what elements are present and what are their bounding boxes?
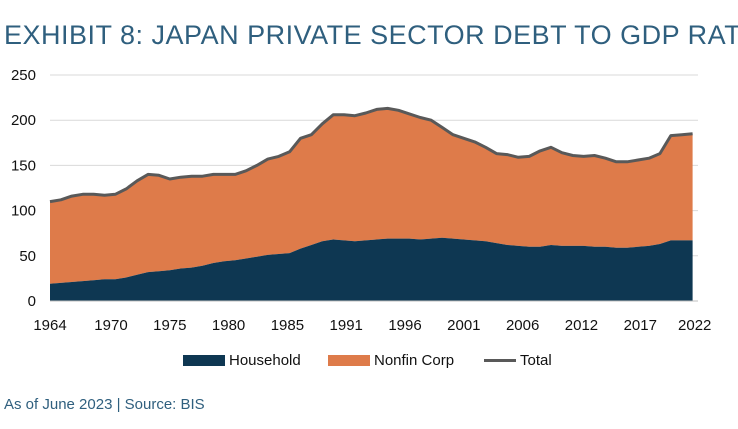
source-note: As of June 2023 | Source: BIS <box>4 396 205 413</box>
area-nonfin-corp <box>50 108 693 284</box>
chart-title: EXHIBIT 8: JAPAN PRIVATE SECTOR DEBT TO … <box>4 20 738 50</box>
y-tick-label-250: 250 <box>11 67 36 84</box>
stacked-areas <box>49 106 693 301</box>
x-tick-label-1975: 1975 <box>153 317 186 334</box>
x-tick-label-2017: 2017 <box>624 317 657 334</box>
line-total <box>49 106 693 204</box>
y-tick-label-0: 0 <box>28 293 36 310</box>
x-tick-label-1964: 1964 <box>33 317 66 334</box>
x-tick-label-1996: 1996 <box>388 317 421 334</box>
area-household <box>50 237 693 301</box>
legend: Household Nonfin Corp Total <box>0 352 738 374</box>
x-tick-label-1985: 1985 <box>271 317 304 334</box>
x-tick-label-1991: 1991 <box>330 317 363 334</box>
legend-swatch-total <box>484 359 516 362</box>
x-tick-label-1970: 1970 <box>94 317 127 334</box>
y-tick-label-50: 50 <box>19 248 36 265</box>
x-tick-label-1980: 1980 <box>212 317 245 334</box>
legend-swatch-household <box>183 355 225 366</box>
x-tick-label-2012: 2012 <box>565 317 598 334</box>
legend-item-total: Total <box>484 352 552 369</box>
legend-label-household: Household <box>229 352 301 369</box>
legend-item-nonfin: Nonfin Corp <box>328 352 454 369</box>
y-tick-label-100: 100 <box>11 203 36 220</box>
y-tick-label-200: 200 <box>11 112 36 129</box>
y-tick-label-150: 150 <box>11 157 36 174</box>
x-tick-label-2001: 2001 <box>447 317 480 334</box>
legend-item-household: Household <box>183 352 301 369</box>
axes: 0 50 100 150 200 250 1964 1970 1975 1980 1985 1991 1… <box>11 67 711 334</box>
x-tick-label-2022: 2022 <box>678 317 711 334</box>
x-tick-label-2006: 2006 <box>506 317 539 334</box>
legend-swatch-nonfin <box>328 355 370 366</box>
legend-label-nonfin: Nonfin Corp <box>374 352 455 369</box>
legend-label-total: Total <box>520 352 552 369</box>
